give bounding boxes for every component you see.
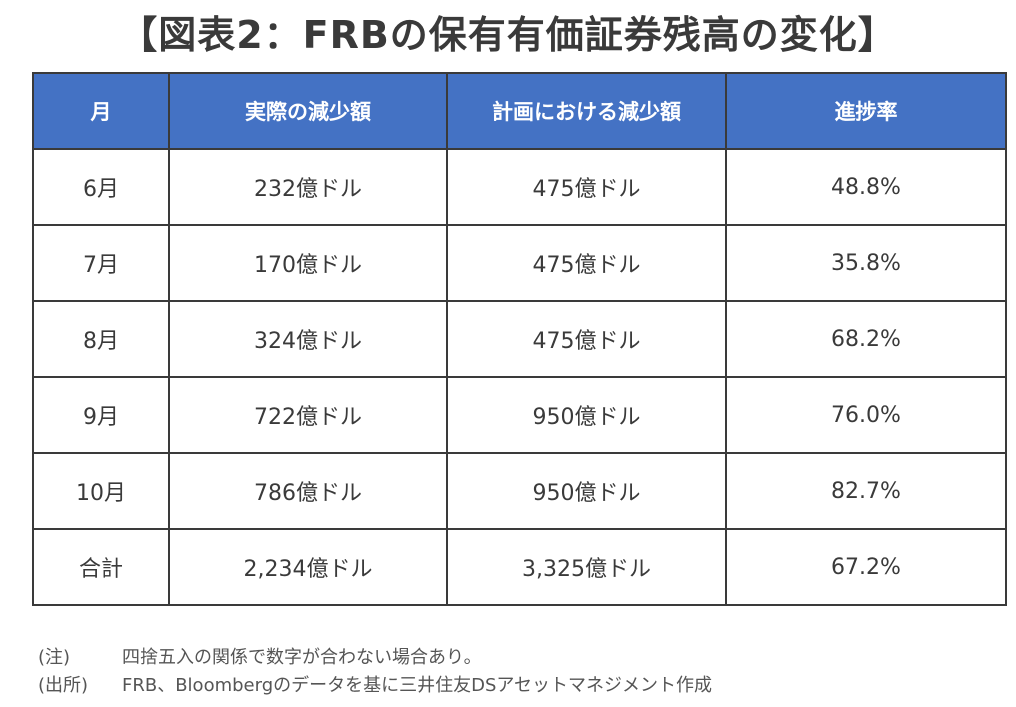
- cell-planned-decrease: 475億ドル: [446, 300, 727, 378]
- column-header-planned-decrease: 計画における減少額: [446, 72, 727, 150]
- source-text: FRB、Bloombergのデータを基に三井住友DSアセットマネジメント作成: [122, 675, 713, 696]
- cell-actual-decrease: 722億ドル: [168, 376, 448, 454]
- cell-month: 7月: [32, 224, 170, 302]
- data-table: 月 実際の減少額 計画における減少額 進捗率 6月 232億ドル 475億ドル …: [32, 72, 1007, 606]
- cell-actual-decrease: 232億ドル: [168, 148, 448, 226]
- cell-progress-rate: 76.0%: [725, 376, 1007, 454]
- table-header-row: 月 実際の減少額 計画における減少額 進捗率: [32, 72, 1007, 150]
- column-header-progress-rate: 進捗率: [725, 72, 1007, 150]
- note-text: 四捨五入の関係で数字が合わない場合あり。: [122, 647, 482, 668]
- table-row: 10月 786億ドル 950億ドル 82.7%: [32, 452, 1007, 530]
- cell-planned-decrease: 950億ドル: [446, 452, 727, 530]
- cell-month: 6月: [32, 148, 170, 226]
- column-header-actual-decrease: 実際の減少額: [168, 72, 448, 150]
- table-row-total: 合計 2,234億ドル 3,325億ドル 67.2%: [32, 528, 1007, 606]
- footnotes: (注) 四捨五入の関係で数字が合わない場合あり。 (出所) FRB、Bloomb…: [38, 644, 712, 700]
- cell-planned-decrease: 475億ドル: [446, 148, 727, 226]
- cell-month: 8月: [32, 300, 170, 378]
- table-row: 7月 170億ドル 475億ドル 35.8%: [32, 224, 1007, 302]
- cell-progress-rate: 82.7%: [725, 452, 1007, 530]
- page-title: 【図表2：FRBの保有有価証券残高の変化】: [119, 13, 897, 57]
- column-header-month: 月: [32, 72, 170, 150]
- cell-month: 9月: [32, 376, 170, 454]
- cell-planned-decrease: 950億ドル: [446, 376, 727, 454]
- table-row: 6月 232億ドル 475億ドル 48.8%: [32, 148, 1007, 226]
- cell-progress-rate: 48.8%: [725, 148, 1007, 226]
- source-row: (出所) FRB、Bloombergのデータを基に三井住友DSアセットマネジメン…: [38, 672, 712, 700]
- note-row: (注) 四捨五入の関係で数字が合わない場合あり。: [38, 644, 712, 672]
- cell-progress-rate: 68.2%: [725, 300, 1007, 378]
- cell-month: 10月: [32, 452, 170, 530]
- table-row: 8月 324億ドル 475億ドル 68.2%: [32, 300, 1007, 378]
- cell-actual-decrease: 2,234億ドル: [168, 528, 448, 606]
- note-label: (注): [38, 647, 71, 668]
- cell-actual-decrease: 324億ドル: [168, 300, 448, 378]
- cell-planned-decrease: 475億ドル: [446, 224, 727, 302]
- cell-actual-decrease: 786億ドル: [168, 452, 448, 530]
- cell-actual-decrease: 170億ドル: [168, 224, 448, 302]
- cell-progress-rate: 67.2%: [725, 528, 1007, 606]
- cell-month: 合計: [32, 528, 170, 606]
- cell-progress-rate: 35.8%: [725, 224, 1007, 302]
- cell-planned-decrease: 3,325億ドル: [446, 528, 727, 606]
- table-row: 9月 722億ドル 950億ドル 76.0%: [32, 376, 1007, 454]
- source-label: (出所): [38, 675, 89, 696]
